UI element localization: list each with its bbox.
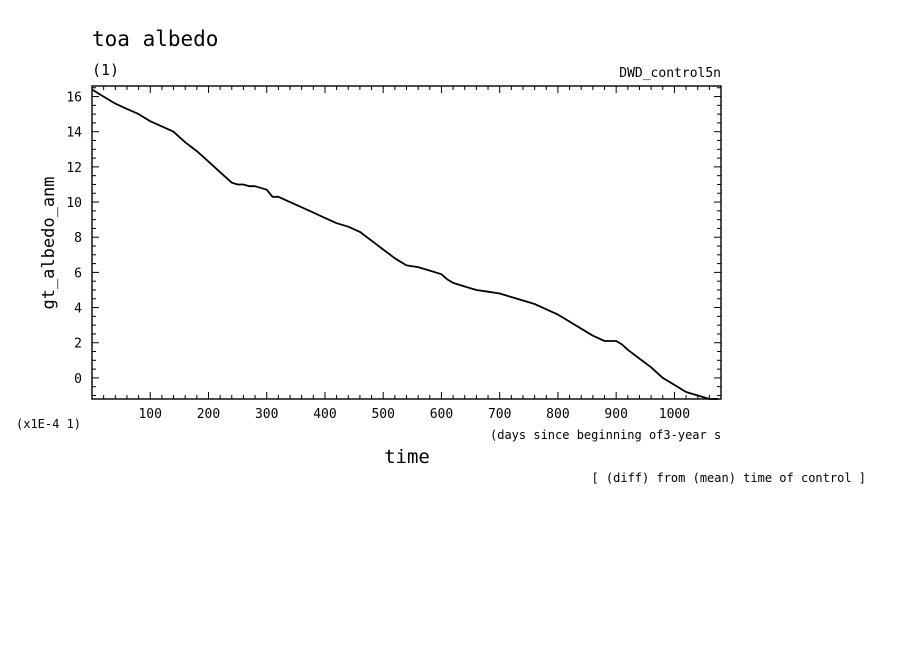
y-axis-label: gt_albedo_anm — [39, 176, 59, 309]
y-tick-label: 4 — [74, 302, 82, 317]
footnote: [ (diff) from (mean) time of control ] — [591, 471, 866, 485]
chart-title: toa albedo — [92, 27, 218, 51]
x-tick-labels: 100 200 300 400 500 600 700 800 900 1000 — [138, 407, 690, 422]
y-tick-label: 12 — [66, 161, 82, 176]
plot-frame — [91, 85, 722, 400]
y-tick-label: 2 — [74, 337, 82, 352]
x-tick-label: 800 — [546, 407, 569, 422]
y-tick-label: 8 — [74, 231, 82, 246]
y-tick-label: 10 — [66, 196, 82, 211]
x-axis-units: (days since beginning of3-year s — [490, 428, 721, 442]
x-tick-label: 900 — [604, 407, 627, 422]
x-tick-label: 200 — [197, 407, 220, 422]
x-tick-label: 500 — [371, 407, 394, 422]
series-group — [91, 88, 719, 400]
y-tick-label: 14 — [66, 126, 82, 141]
y-scale-factor: (x1E-4 1) — [16, 417, 81, 431]
y-tick-label: 16 — [66, 91, 82, 106]
y-tick-labels: 0 2 4 6 8 10 12 14 16 — [66, 91, 82, 387]
y-tick-label: 6 — [74, 266, 82, 281]
x-tick-label: 1000 — [659, 407, 690, 422]
x-axis-label: time — [384, 446, 430, 468]
experiment-label: DWD_control5n — [619, 66, 721, 81]
y-tick-label: 0 — [74, 372, 82, 387]
panel-label: (1) — [92, 61, 119, 79]
x-tick-label: 400 — [313, 407, 336, 422]
x-tick-label: 700 — [488, 407, 511, 422]
series-line-1 — [91, 88, 719, 400]
axis-ticks — [92, 86, 721, 399]
x-tick-label: 300 — [255, 407, 278, 422]
x-tick-label: 600 — [430, 407, 453, 422]
x-tick-label: 100 — [138, 407, 161, 422]
